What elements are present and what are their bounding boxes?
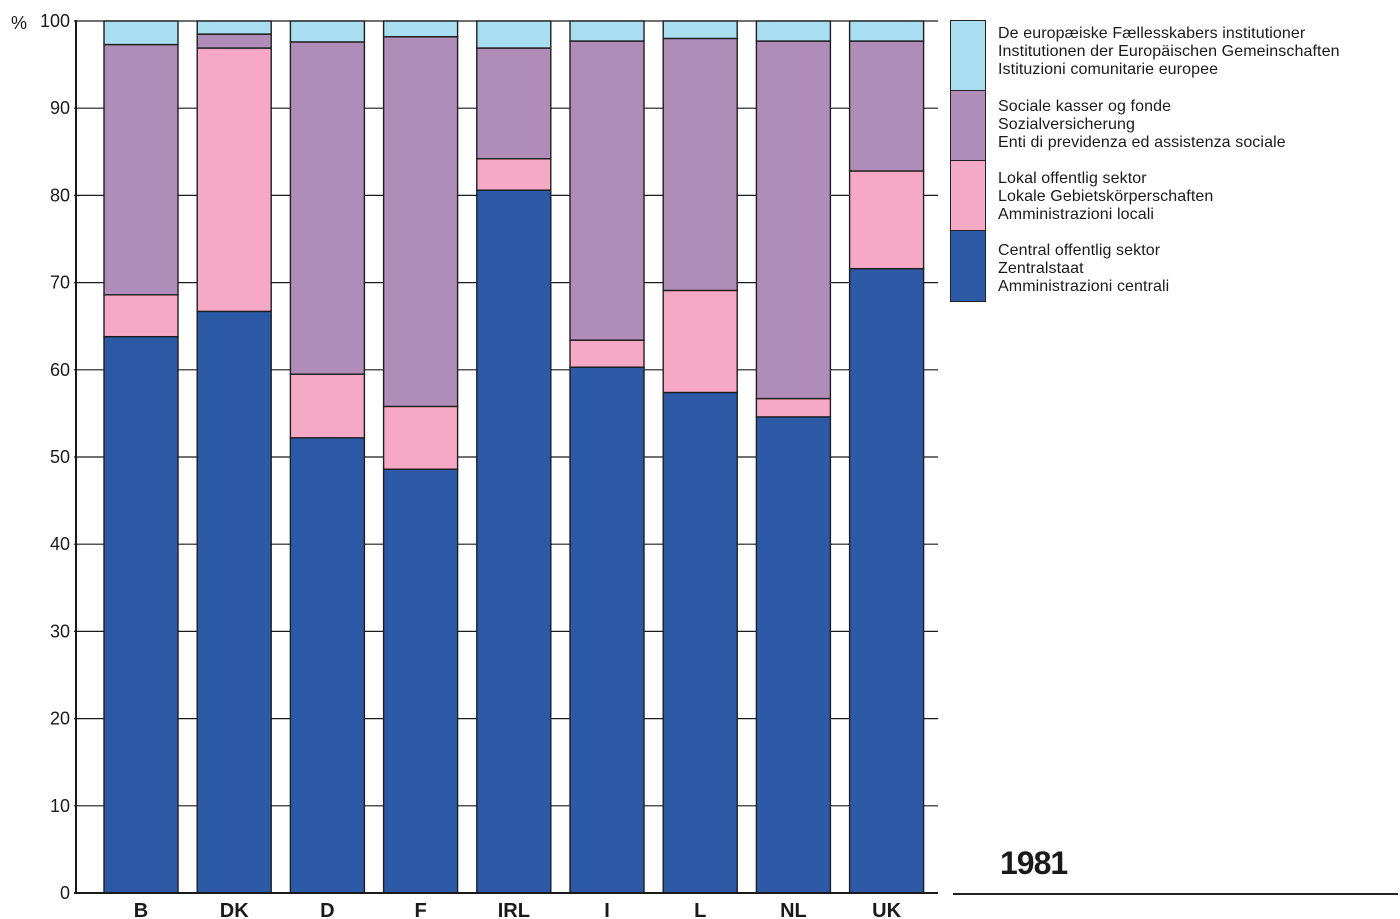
y-tick-label: 50 [50,447,70,467]
bar-segment-central [196,310,272,894]
legend-label: Central offentlig sektor [998,242,1161,259]
bar-segment-central [289,437,366,894]
bar-segment-eu [569,20,645,42]
bar-segment-local [103,294,179,338]
legend-swatch-social [950,90,986,161]
legend-label: Zentralstaat [998,260,1084,277]
bar-group-irl [476,20,552,894]
bar-segment-local [289,373,366,439]
y-tick-label: 40 [50,534,70,554]
legend-label: Amministrazioni centrali [998,278,1170,295]
bar-segment-social [196,33,272,49]
legend-label: Lokale Gebietskörperschaften [998,188,1214,205]
bar-segment-social [289,41,366,375]
y-tick-label: 100 [40,11,70,31]
bar-group-uk [848,20,925,894]
x-tick-label: DK [220,900,249,919]
bars [103,20,925,894]
x-tick-label: D [320,900,334,919]
year-rule [953,893,1398,895]
legend-label: Sociale kasser og fonde [998,98,1172,115]
year-label: 1981 [1000,845,1068,881]
bar-segment-local [382,405,459,470]
bar-group-d [289,20,366,894]
bar-segment-social [662,37,738,292]
y-tick-label: 0 [60,883,70,903]
bar-segment-eu [662,20,738,40]
bar-segment-eu [196,20,272,35]
bar-segment-central [848,267,925,894]
x-axis-labels: B DK D F IRL I L NL UK [134,900,902,919]
y-tick-label: 30 [50,621,70,641]
y-axis-unit: % [11,13,27,33]
legend-label: Istituzioni comunitarie europee [998,61,1219,78]
bar-segment-eu [476,20,552,49]
bar-group-i [569,20,645,894]
x-tick-label: UK [872,900,901,919]
bar-segment-local [476,158,552,191]
legend-label: Enti di previdenza ed assistenza sociale [998,134,1286,151]
bar-segment-social [755,40,832,400]
x-tick-label: F [414,900,426,919]
bar-segment-social [382,35,459,408]
x-tick-label: IRL [498,900,530,919]
bar-group-nl [755,20,832,894]
x-tick-label: L [694,900,706,919]
bar-segment-central [382,468,459,894]
bar-segment-central [476,189,552,894]
legend-swatch-central [950,230,986,302]
legend-label: Sozialversicherung [998,116,1135,133]
bar-segment-social [848,40,925,172]
axes [74,20,938,894]
bar-segment-central [755,416,832,894]
bar-segment-local [569,339,645,368]
bar-group-b [103,20,179,894]
bar-segment-eu [103,20,179,46]
legend-swatch-eu [950,20,986,91]
legend-swatch-local [950,160,986,231]
x-tick-label: NL [780,900,807,919]
y-tick-label: 90 [50,98,70,118]
bar-group-l [662,20,738,894]
y-tick-label: 80 [50,185,70,205]
bar-group-dk [196,20,272,894]
bar-group-f [382,20,459,894]
bar-segment-eu [755,20,832,42]
y-tick-label: 60 [50,360,70,380]
y-tick-label: 20 [50,709,70,729]
y-tick-label: 10 [50,796,70,816]
bar-segment-eu [848,20,925,42]
bar-segment-central [662,391,738,894]
bar-segment-local [848,170,925,270]
legend-label: Institutionen der Europäischen Gemeinsch… [998,43,1340,60]
bar-segment-social [476,47,552,160]
legend-label: Lokal offentlig sektor [998,170,1147,187]
legend-text-local: Lokal offentlig sektor Lokale Gebietskör… [998,170,1213,224]
legend-label: De europæiske Fællesskabers institutione… [998,25,1306,42]
bar-segment-local [196,47,272,313]
bar-segment-social [103,43,179,296]
bar-segment-local [662,289,738,394]
bar-segment-eu [289,20,366,43]
bar-segment-local [755,397,832,418]
bar-segment-eu [382,20,459,38]
legend-text-eu: De europæiske Fællesskabers institutione… [998,25,1340,79]
legend-text-central: Central offentlig sektor Zentralstaat Am… [998,242,1169,296]
bar-segment-central [569,366,645,894]
legend-label: Amministrazioni locali [998,206,1155,223]
x-tick-label: B [134,900,148,919]
stacked-bar-chart: % 0 10 20 30 40 50 60 70 80 90 100 B DK D F IRL I L NL UK [11,11,938,919]
bar-segment-central [103,335,179,894]
bar-segment-social [569,40,645,341]
legend-text-social: Sociale kasser og fonde Sozialversicheru… [998,98,1286,152]
x-tick-label: I [604,900,610,919]
y-tick-label: 70 [50,273,70,293]
